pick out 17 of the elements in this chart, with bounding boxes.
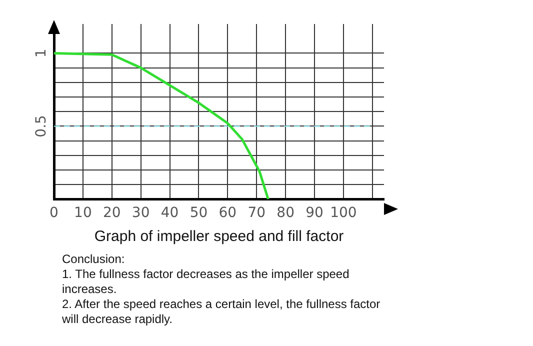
x-tick-label: 70 <box>248 205 266 222</box>
x-tick-label: 20 <box>102 205 121 222</box>
x-tick-label: 30 <box>132 205 150 222</box>
text: Conclusion: <box>62 252 126 267</box>
text: 1. The fullness factor decreases as the impeller speed increases. <box>62 267 350 297</box>
x-tick-label: 80 <box>276 205 294 222</box>
y-tick-label: 1 <box>34 48 50 58</box>
text: 2. After the speed reaches a certain level, the fullness factor will decrease rapidly. <box>62 297 382 327</box>
x-tick-label: 40 <box>160 205 179 222</box>
x-tick-label: 50 <box>190 205 208 222</box>
x-tick-label: 90 <box>306 205 324 222</box>
x-tick-label: 60 <box>218 205 237 222</box>
y-tick-label: 0.5 <box>34 115 50 138</box>
x-tick-label: 100 <box>330 205 357 222</box>
x-tick-label: 0 <box>50 205 58 222</box>
x-tick-label: 10 <box>74 205 92 222</box>
x-axis-title: Graph of impeller speed and fill factor <box>94 228 344 246</box>
